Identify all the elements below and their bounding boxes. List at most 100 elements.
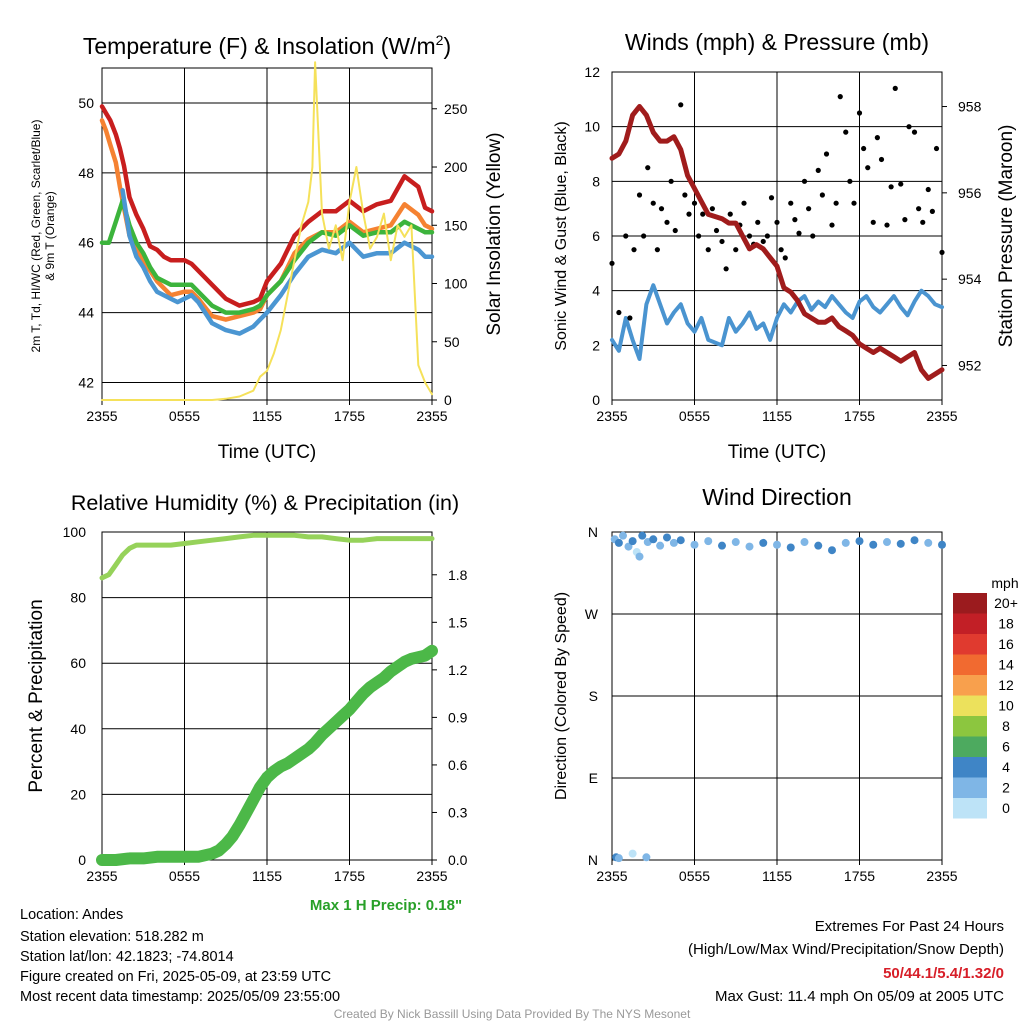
legend-swatch xyxy=(953,613,987,634)
temp-series-red xyxy=(99,104,435,308)
station-latlon: Station lat/lon: 42.1823; -74.8014 xyxy=(20,949,234,965)
temp-y-axis-title-2: & 9m T (Orange) xyxy=(43,191,57,281)
x-tick-label: 0555 xyxy=(169,868,200,884)
gust-point xyxy=(774,219,780,225)
gust-point xyxy=(920,219,926,225)
max-gust: Max Gust: 11.4 mph On 05/09 at 2005 UTC xyxy=(714,988,1004,1005)
gust-point xyxy=(929,208,935,214)
gust-point xyxy=(682,192,688,198)
wind-direction-point xyxy=(759,538,768,547)
rh-line xyxy=(99,532,435,581)
gust-point xyxy=(792,217,798,223)
gust-point xyxy=(906,124,912,130)
rh-y-tick-label: 80 xyxy=(70,590,86,606)
gust-point xyxy=(851,200,857,206)
precip-tick-label: 0.3 xyxy=(448,804,468,820)
legend-label: 18 xyxy=(998,616,1014,632)
gust-point xyxy=(856,110,863,116)
pressure-tick-label: 952 xyxy=(958,357,982,373)
gust-point xyxy=(782,255,788,261)
x-tick-label: 0555 xyxy=(169,408,200,424)
insolation-tick-label: 100 xyxy=(444,276,468,292)
temp-y-axis-title-1: 2m T, Td, HI/WC (Red, Green, Scarlet/Blu… xyxy=(29,120,43,353)
gust-point xyxy=(746,233,753,239)
x-tick-label: 2355 xyxy=(926,408,957,424)
wind-direction-point xyxy=(786,543,795,552)
x-tick-label: 2355 xyxy=(416,868,447,884)
x-tick-label: 0555 xyxy=(679,408,710,424)
legend-swatch xyxy=(953,798,987,819)
gust-point xyxy=(843,129,849,135)
temp-series-blue xyxy=(120,188,435,336)
gust-point xyxy=(933,145,940,152)
precip-tick-label: 1.8 xyxy=(448,567,468,583)
gust-point xyxy=(788,200,794,206)
gust-point xyxy=(874,135,880,141)
gust-point xyxy=(668,178,674,184)
dir-y-tick-label: W xyxy=(585,606,599,622)
pressure-tick-label: 958 xyxy=(958,99,982,115)
wind-direction-point xyxy=(642,853,651,862)
gust-point xyxy=(916,206,922,212)
gust-point xyxy=(641,233,647,239)
temp-series-green xyxy=(99,198,435,315)
gust-point xyxy=(884,222,890,228)
gust-point xyxy=(764,233,770,239)
precip-tick-label: 1.5 xyxy=(448,614,468,630)
wind-direction-point xyxy=(624,542,633,551)
wind-direction-point xyxy=(656,541,665,550)
gust-point xyxy=(616,309,622,316)
wind-y-tick-label: 6 xyxy=(592,228,600,244)
wind-y-tick-label: 4 xyxy=(592,283,600,299)
wind-direction-point xyxy=(855,537,864,546)
wind-direction-point xyxy=(663,533,671,542)
legend-swatch xyxy=(953,757,987,778)
gust-point xyxy=(631,247,637,253)
wind-direction-point xyxy=(628,849,637,858)
temp-y-tick-label: 42 xyxy=(78,375,94,391)
legend-swatch xyxy=(953,654,987,675)
wind-direction-point xyxy=(814,541,823,550)
wind-direction-point xyxy=(619,531,627,540)
extremes-heading: Extremes For Past 24 Hours xyxy=(814,918,1004,935)
wind-y-tick-label: 2 xyxy=(592,337,600,353)
dir-y-tick-label: N xyxy=(588,524,598,540)
wind-speed-line xyxy=(610,283,944,361)
wind-direction-point xyxy=(731,538,740,547)
wind-direction-point xyxy=(649,535,658,544)
dir-y-tick-label: S xyxy=(589,688,598,704)
x-tick-label: 2355 xyxy=(86,408,117,424)
gust-point xyxy=(796,230,802,236)
rh-chart-title: Relative Humidity (%) & Precipitation (i… xyxy=(71,491,459,515)
temp-y-tick-label: 44 xyxy=(78,305,94,321)
wind-direction-point xyxy=(704,537,713,546)
gust-point xyxy=(815,167,821,173)
gust-point xyxy=(806,206,812,212)
legend-label: 14 xyxy=(998,657,1014,673)
temp-x-axis-title: Time (UTC) xyxy=(218,442,317,463)
pressure-tick-label: 954 xyxy=(958,271,982,287)
gust-point xyxy=(760,238,766,245)
legend-label: 10 xyxy=(998,698,1014,714)
wind-direction-point xyxy=(800,538,809,547)
dir-y-axis-title: Direction (Colored By Speed) xyxy=(553,592,570,800)
gust-point xyxy=(833,200,839,206)
station-elevation: Station elevation: 518.282 m xyxy=(20,929,204,945)
precip-tick-label: 0.6 xyxy=(448,757,468,773)
temp-y-tick-label: 48 xyxy=(78,165,94,181)
gust-point xyxy=(627,315,633,321)
wind-direction-point xyxy=(910,536,919,545)
insolation-tick-label: 150 xyxy=(444,217,468,233)
wind-direction-point xyxy=(924,538,933,547)
dir-y-tick-label: E xyxy=(589,770,598,786)
wind-direction-point xyxy=(841,538,850,547)
wind-direction-point xyxy=(828,546,836,555)
x-tick-label: 1155 xyxy=(252,408,282,424)
wind-direction-point xyxy=(896,539,905,548)
legend-label: 16 xyxy=(998,636,1014,652)
temp-chart-title: Temperature (F) & Insolation (W/m2) xyxy=(83,32,451,59)
gust-point xyxy=(719,238,725,245)
legend-swatch xyxy=(953,593,987,614)
gust-point xyxy=(686,211,692,217)
